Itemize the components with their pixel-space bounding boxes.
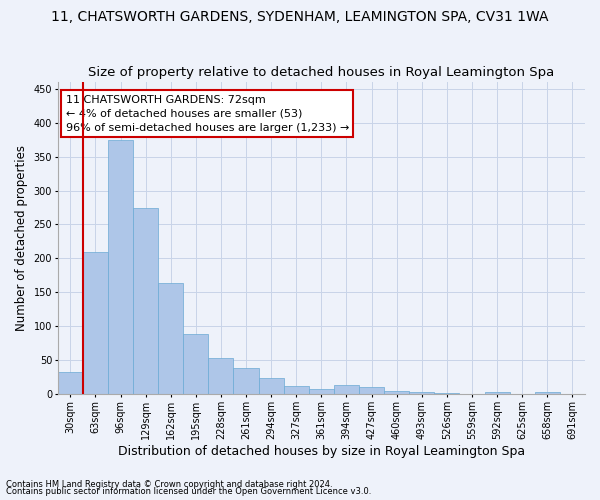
- Text: Contains HM Land Registry data © Crown copyright and database right 2024.: Contains HM Land Registry data © Crown c…: [6, 480, 332, 489]
- Bar: [259, 378, 284, 394]
- Text: 11, CHATSWORTH GARDENS, SYDENHAM, LEAMINGTON SPA, CV31 1WA: 11, CHATSWORTH GARDENS, SYDENHAM, LEAMIN…: [51, 10, 549, 24]
- Bar: [535, 392, 560, 394]
- Bar: [409, 392, 434, 394]
- Y-axis label: Number of detached properties: Number of detached properties: [15, 145, 28, 331]
- Bar: [83, 252, 108, 394]
- Text: Contains public sector information licensed under the Open Government Licence v3: Contains public sector information licen…: [6, 488, 371, 496]
- Bar: [183, 334, 208, 394]
- Title: Size of property relative to detached houses in Royal Leamington Spa: Size of property relative to detached ho…: [88, 66, 554, 80]
- Bar: [158, 284, 183, 394]
- Bar: [233, 368, 259, 394]
- Bar: [133, 208, 158, 394]
- Bar: [384, 392, 409, 394]
- Text: 11 CHATSWORTH GARDENS: 72sqm
← 4% of detached houses are smaller (53)
96% of sem: 11 CHATSWORTH GARDENS: 72sqm ← 4% of det…: [65, 94, 349, 132]
- Bar: [359, 386, 384, 394]
- X-axis label: Distribution of detached houses by size in Royal Leamington Spa: Distribution of detached houses by size …: [118, 444, 525, 458]
- Bar: [334, 385, 359, 394]
- Bar: [485, 392, 509, 394]
- Bar: [208, 358, 233, 394]
- Bar: [309, 390, 334, 394]
- Bar: [58, 372, 83, 394]
- Bar: [108, 140, 133, 394]
- Bar: [284, 386, 309, 394]
